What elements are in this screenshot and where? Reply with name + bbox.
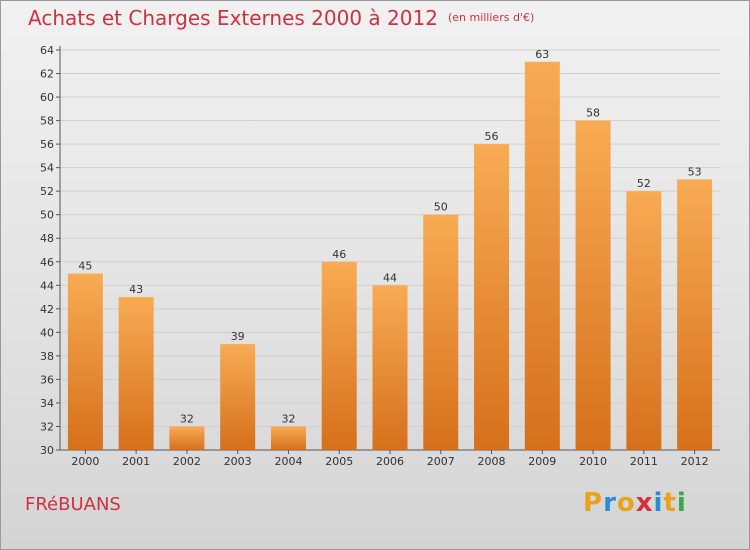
- x-tick-label-2000: 2000: [71, 455, 99, 468]
- chart-title-text: Achats et Charges Externes 2000 à 2012: [28, 6, 438, 30]
- bar-2007: [423, 214, 459, 450]
- value-label-2003: 39: [231, 330, 245, 343]
- y-tick-label: 62: [40, 68, 54, 81]
- place-name: FRéBUANS: [25, 494, 121, 515]
- data-labels: 45 2000 43 2001 32 2002 39 2003 32 2004 46 2005 44 20…: [71, 48, 708, 468]
- bar-2009: [524, 61, 560, 450]
- logo-letter: i: [653, 488, 664, 518]
- logo-letter: x: [635, 488, 654, 518]
- x-tick-label-2007: 2007: [427, 455, 455, 468]
- value-label-2007: 50: [434, 201, 448, 214]
- x-tick-label-2008: 2008: [478, 455, 506, 468]
- x-tick-label-2005: 2005: [325, 455, 353, 468]
- x-tick-label-2009: 2009: [528, 455, 556, 468]
- bar-2005: [321, 261, 357, 450]
- bar-2012: [677, 179, 713, 451]
- y-tick-label: 36: [40, 373, 54, 386]
- logo-letter: i: [676, 488, 687, 518]
- x-tick-label-2006: 2006: [376, 455, 404, 468]
- bar-2003: [220, 344, 256, 450]
- y-tick-label: 50: [40, 209, 54, 222]
- bar-2004: [270, 426, 306, 450]
- y-tick-label: 38: [40, 350, 54, 363]
- value-label-2002: 32: [180, 412, 194, 425]
- value-label-2001: 43: [129, 283, 143, 296]
- y-tick-label: 46: [40, 256, 54, 269]
- y-tick-label: 44: [40, 279, 54, 292]
- bar-2002: [169, 426, 205, 450]
- chart-title: Achats et Charges Externes 2000 à 2012 (e…: [28, 6, 534, 30]
- y-tick-label: 40: [40, 326, 54, 339]
- y-tick-label: 48: [40, 232, 54, 245]
- value-label-2010: 58: [586, 107, 600, 120]
- x-tick-label-2011: 2011: [630, 455, 658, 468]
- x-tick-label-2004: 2004: [274, 455, 302, 468]
- y-tick-label: 34: [40, 397, 54, 410]
- chart-unit: (en milliers d'€): [447, 11, 535, 24]
- value-label-2008: 56: [485, 130, 499, 143]
- bar-2006: [372, 285, 408, 450]
- value-label-2012: 53: [688, 165, 702, 178]
- y-tick-label: 52: [40, 185, 54, 198]
- bar-2008: [474, 144, 510, 450]
- bar-2000: [67, 273, 103, 450]
- x-tick-label-2001: 2001: [122, 455, 150, 468]
- y-tick-label: 54: [40, 162, 54, 175]
- value-label-2011: 52: [637, 177, 651, 190]
- logo-letter: r: [603, 488, 617, 518]
- y-tick-label: 60: [40, 91, 54, 104]
- value-label-2009: 63: [535, 48, 549, 61]
- value-label-2004: 32: [281, 412, 295, 425]
- logo-letter: o: [616, 488, 636, 518]
- bar-2001: [118, 297, 154, 450]
- x-tick-label-2010: 2010: [579, 455, 607, 468]
- bars: [67, 61, 713, 451]
- value-label-2005: 46: [332, 248, 346, 261]
- y-tick-label: 58: [40, 115, 54, 128]
- y-tick-label: 64: [40, 44, 54, 57]
- bar-2011: [626, 191, 662, 451]
- x-tick-label-2002: 2002: [173, 455, 201, 468]
- x-tick-label-2012: 2012: [681, 455, 709, 468]
- x-tick-label-2003: 2003: [224, 455, 252, 468]
- logo-letter: t: [663, 488, 677, 518]
- bar-2010: [575, 120, 611, 451]
- y-tick-label: 32: [40, 420, 54, 433]
- y-tick-label: 42: [40, 303, 54, 316]
- logo-letter: P: [583, 488, 604, 518]
- y-tick-label: 56: [40, 138, 54, 151]
- value-label-2000: 45: [78, 260, 92, 273]
- y-tick-label: 30: [40, 444, 54, 457]
- value-label-2006: 44: [383, 271, 397, 284]
- proxiti-logo: Proxiti: [583, 488, 687, 518]
